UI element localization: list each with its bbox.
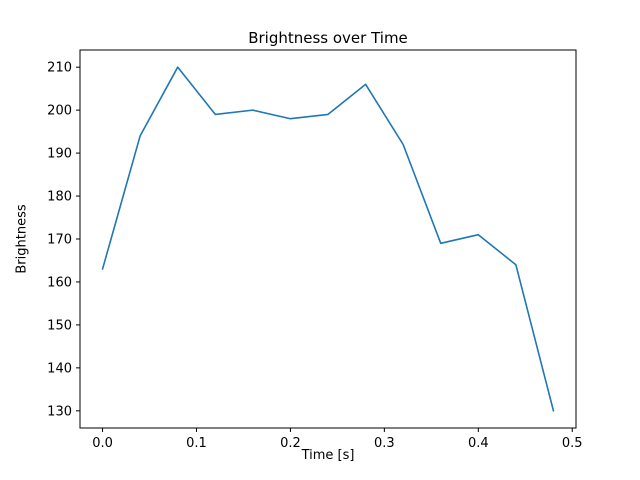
y-tick-label: 160: [47, 275, 72, 290]
brightness-line-series: [101, 66, 555, 412]
y-tick-label: 140: [47, 361, 72, 376]
y-tick-label: 180: [47, 190, 72, 205]
y-tick-label: 210: [47, 61, 72, 76]
y-tick-label: 190: [47, 147, 72, 162]
y-tick-label: 200: [47, 104, 72, 119]
x-tick-label: 0.5: [562, 436, 583, 451]
y-tick-label: 130: [47, 404, 72, 419]
y-tick-label: 170: [47, 233, 72, 248]
x-tick-label: 0.4: [468, 436, 489, 451]
chart-title: Brightness over Time: [248, 29, 408, 47]
x-tick-label: 0.3: [374, 436, 395, 451]
y-axis-label: Brightness: [14, 204, 30, 274]
x-tick-label: 0.2: [280, 436, 301, 451]
x-tick-label: 0.0: [92, 436, 113, 451]
x-tick-label: 0.1: [186, 436, 207, 451]
y-tick-label: 150: [47, 318, 72, 333]
x-axis-label: Time [s]: [301, 448, 355, 463]
axes-frame: [79, 49, 577, 429]
